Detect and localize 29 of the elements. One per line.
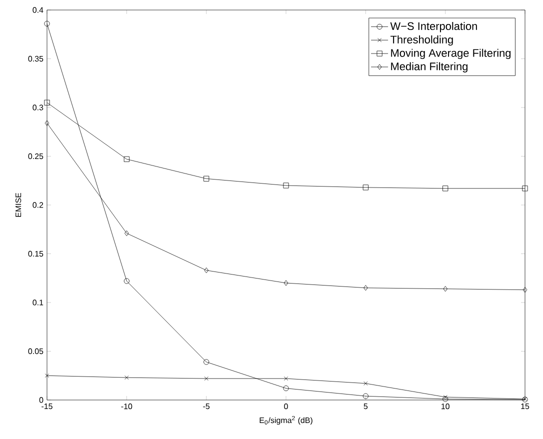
point <box>522 287 528 293</box>
point <box>124 278 130 284</box>
point <box>522 186 528 192</box>
legend-label: Moving Average Filtering <box>391 48 511 60</box>
point <box>442 186 448 192</box>
point <box>443 395 448 400</box>
point <box>364 285 368 291</box>
point <box>204 359 210 365</box>
legend-label: W−S Interpolation <box>390 22 477 32</box>
point <box>204 176 210 182</box>
point <box>283 182 289 188</box>
point <box>284 376 288 381</box>
point <box>124 376 129 380</box>
point <box>44 20 50 26</box>
point <box>442 396 448 402</box>
legend-label: Thresholding <box>390 35 453 46</box>
point <box>364 381 368 386</box>
point <box>44 374 50 378</box>
point <box>362 184 368 190</box>
point <box>283 386 289 392</box>
point <box>443 286 448 292</box>
point <box>284 280 288 286</box>
point <box>362 393 368 399</box>
point <box>44 100 50 106</box>
point <box>204 376 208 381</box>
point <box>44 120 50 126</box>
legend-label: Median Filtering <box>391 62 468 72</box>
point <box>204 268 208 274</box>
point <box>124 156 130 162</box>
